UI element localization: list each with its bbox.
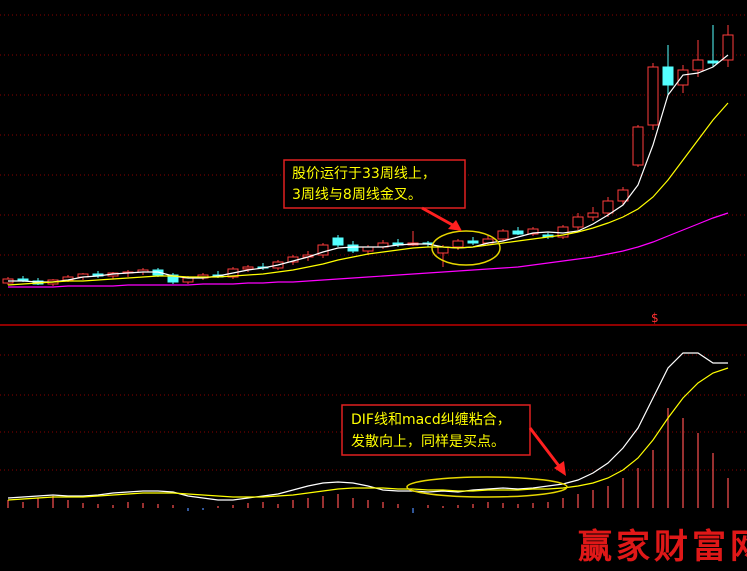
candle-body	[167, 274, 179, 283]
candle-body	[497, 230, 509, 240]
annotation-text: 发散向上，同样是买点。	[351, 434, 505, 450]
candle-body	[437, 246, 449, 254]
candle-body	[317, 244, 329, 256]
annotation-text: DIF线和macd纠缠粘合，	[351, 411, 511, 428]
candle-body	[632, 126, 644, 166]
candle-body	[242, 266, 254, 270]
arrow-head	[448, 220, 462, 231]
candle-body	[602, 200, 614, 214]
candle-body	[692, 59, 704, 71]
marker: $	[651, 311, 659, 325]
candle-body	[572, 216, 584, 228]
highlight-ellipse	[431, 230, 501, 266]
candle-body	[707, 60, 719, 64]
candle-body	[587, 212, 599, 218]
grid	[0, 14, 747, 471]
ma-line	[7, 352, 728, 501]
annotation-box: DIF线和macd纠缠粘合， 发散向上，同样是买点。	[341, 404, 566, 476]
candle-body	[467, 240, 479, 244]
candle-body	[347, 244, 359, 252]
arrow	[528, 427, 564, 471]
candle-body	[662, 66, 674, 86]
arrow-head	[554, 461, 566, 476]
annotation-frame	[341, 404, 531, 456]
candle-body	[527, 228, 539, 235]
candle-body	[452, 240, 464, 248]
candle-body	[677, 69, 689, 86]
marks	[2, 25, 734, 513]
ma-line	[7, 102, 729, 286]
annotation-text: 3周线与8周线金叉。	[292, 187, 422, 203]
annotation-text: 股价运行于33周线上，	[292, 166, 436, 182]
candle-body	[332, 237, 344, 246]
ma-line	[8, 54, 729, 283]
candle-body	[647, 66, 659, 126]
ma-line	[7, 367, 729, 501]
candle-body	[617, 189, 629, 202]
annotation-box: 股价运行于33周线上， 3周线与8周线金叉。	[283, 159, 466, 231]
annotation-frame	[283, 159, 466, 209]
candle-body	[722, 34, 734, 61]
ma-line	[8, 212, 729, 288]
highlight-ellipse	[406, 476, 568, 498]
watermark: 赢家财富网	[578, 527, 747, 567]
candle-body	[512, 230, 524, 235]
